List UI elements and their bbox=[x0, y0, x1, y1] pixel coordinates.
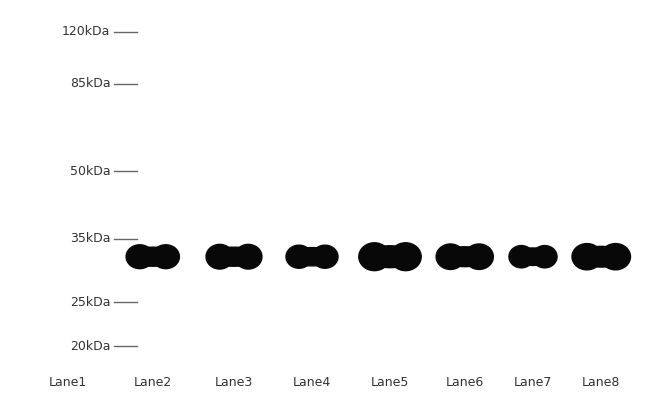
Ellipse shape bbox=[365, 246, 415, 267]
Ellipse shape bbox=[572, 244, 602, 270]
Ellipse shape bbox=[578, 246, 625, 267]
Text: 25kDa: 25kDa bbox=[70, 296, 111, 309]
Ellipse shape bbox=[601, 244, 630, 270]
Ellipse shape bbox=[206, 244, 233, 269]
Text: Lane5: Lane5 bbox=[370, 376, 410, 389]
Ellipse shape bbox=[436, 244, 465, 269]
Text: 35kDa: 35kDa bbox=[70, 232, 111, 245]
Text: Lane8: Lane8 bbox=[582, 376, 621, 389]
Text: Lane3: Lane3 bbox=[215, 376, 253, 389]
Ellipse shape bbox=[532, 246, 557, 268]
Ellipse shape bbox=[131, 247, 175, 266]
Ellipse shape bbox=[212, 247, 256, 266]
Ellipse shape bbox=[126, 245, 153, 269]
Ellipse shape bbox=[312, 245, 338, 268]
Ellipse shape bbox=[39, 242, 98, 271]
Text: 50kDa: 50kDa bbox=[70, 165, 110, 178]
Text: Lane2: Lane2 bbox=[134, 376, 172, 389]
Ellipse shape bbox=[465, 244, 493, 269]
Ellipse shape bbox=[235, 244, 262, 269]
Text: Lane1: Lane1 bbox=[49, 376, 87, 389]
Ellipse shape bbox=[513, 248, 553, 265]
Text: Lane7: Lane7 bbox=[514, 376, 552, 389]
Ellipse shape bbox=[442, 247, 488, 267]
Text: 20kDa: 20kDa bbox=[70, 340, 111, 353]
Text: 85kDa: 85kDa bbox=[70, 77, 110, 90]
Text: Lane4: Lane4 bbox=[293, 376, 331, 389]
Text: Lane6: Lane6 bbox=[446, 376, 484, 389]
Ellipse shape bbox=[291, 248, 333, 266]
Ellipse shape bbox=[286, 245, 312, 268]
Ellipse shape bbox=[69, 239, 107, 275]
Text: 120kDa: 120kDa bbox=[62, 25, 110, 38]
Ellipse shape bbox=[359, 243, 390, 271]
Ellipse shape bbox=[390, 243, 421, 271]
Ellipse shape bbox=[30, 239, 68, 275]
Ellipse shape bbox=[509, 246, 534, 268]
Ellipse shape bbox=[152, 245, 179, 269]
